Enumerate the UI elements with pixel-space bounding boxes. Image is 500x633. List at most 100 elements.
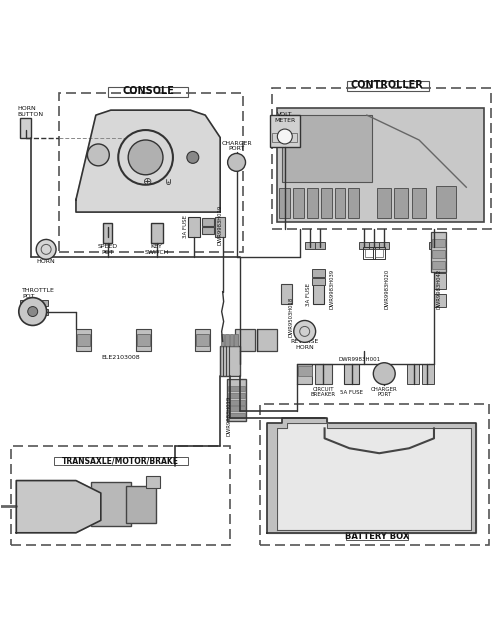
Bar <box>136 334 149 346</box>
Bar <box>272 88 491 230</box>
Bar <box>298 367 312 376</box>
Bar <box>422 364 434 384</box>
Text: HORN: HORN <box>37 260 56 265</box>
Bar <box>314 364 332 384</box>
Bar <box>394 188 408 218</box>
Bar <box>313 284 324 304</box>
Circle shape <box>28 306 38 316</box>
Bar <box>297 364 312 384</box>
Text: VOLT
METER: VOLT METER <box>274 112 295 123</box>
Circle shape <box>36 239 56 260</box>
Bar <box>42 308 48 315</box>
Bar <box>360 242 370 249</box>
Bar <box>304 242 314 249</box>
Polygon shape <box>268 418 476 533</box>
Text: ⊎: ⊎ <box>164 177 172 187</box>
Text: DWR9983H020: DWR9983H020 <box>384 269 389 310</box>
Text: 5A FUSE: 5A FUSE <box>340 389 363 394</box>
Text: TRANSAXLE/MOTOR/BRAKE: TRANSAXLE/MOTOR/BRAKE <box>62 456 179 465</box>
Text: KEY
SWITCH: KEY SWITCH <box>144 244 169 255</box>
Text: DWR9983H019: DWR9983H019 <box>226 396 231 436</box>
Polygon shape <box>278 423 471 530</box>
Bar <box>136 329 150 351</box>
Text: DWR9983H039: DWR9983H039 <box>330 269 334 309</box>
Bar <box>346 533 408 540</box>
Bar <box>20 299 26 306</box>
Circle shape <box>294 320 316 342</box>
Bar <box>432 239 446 248</box>
Bar <box>126 486 156 523</box>
Bar <box>235 329 255 351</box>
Text: THROTTLE
POT: THROTTLE POT <box>22 288 55 299</box>
Circle shape <box>187 151 199 163</box>
Bar <box>366 249 374 258</box>
Bar <box>344 364 360 384</box>
Polygon shape <box>16 480 101 533</box>
Bar <box>12 446 230 545</box>
Circle shape <box>19 298 46 325</box>
Bar <box>312 278 324 285</box>
Bar <box>432 251 446 258</box>
Bar <box>279 188 290 218</box>
Text: DWR9983H001: DWR9983H001 <box>338 357 380 362</box>
Bar <box>42 299 48 306</box>
Bar <box>196 334 209 346</box>
Bar <box>228 399 244 404</box>
Bar <box>220 346 240 376</box>
Bar <box>260 403 488 545</box>
Text: DWR9983H029: DWR9983H029 <box>218 204 222 244</box>
Bar <box>278 108 484 222</box>
Bar <box>312 269 324 277</box>
Bar <box>293 188 304 218</box>
Bar <box>370 242 380 249</box>
Bar <box>272 133 297 142</box>
Bar <box>348 188 360 218</box>
Text: DWR9503H018: DWR9503H018 <box>289 296 294 337</box>
Polygon shape <box>76 110 220 212</box>
Text: SPEED
POT: SPEED POT <box>98 244 118 255</box>
Text: HORN
BUTTON: HORN BUTTON <box>18 106 44 117</box>
Bar <box>228 406 244 411</box>
Bar <box>104 223 112 243</box>
Bar <box>432 232 446 272</box>
Circle shape <box>88 144 110 166</box>
Bar <box>146 475 160 488</box>
Text: CHARGER
PORT: CHARGER PORT <box>222 141 252 151</box>
Circle shape <box>278 129 292 144</box>
Text: 3A FUSE: 3A FUSE <box>306 282 310 306</box>
Bar <box>281 284 292 304</box>
Bar <box>54 457 188 465</box>
Bar <box>202 218 214 225</box>
Bar <box>91 482 130 526</box>
Bar <box>374 247 385 260</box>
Bar <box>406 364 419 384</box>
Text: REVERSE
HORN: REVERSE HORN <box>290 339 319 350</box>
Text: CONSOLE: CONSOLE <box>122 86 174 96</box>
Bar <box>228 392 244 398</box>
Bar <box>228 413 244 418</box>
Text: BATTERY BOX: BATTERY BOX <box>344 532 409 541</box>
Text: CHARGER
PORT: CHARGER PORT <box>371 387 398 398</box>
Bar <box>20 118 31 137</box>
Bar <box>376 249 384 258</box>
Bar <box>234 334 237 346</box>
Text: CIRCUIT
BREAKER: CIRCUIT BREAKER <box>310 387 336 398</box>
Bar <box>334 188 345 218</box>
Circle shape <box>228 153 246 172</box>
Bar <box>150 223 163 243</box>
Bar <box>320 188 332 218</box>
Text: CONTROLLER: CONTROLLER <box>350 80 423 91</box>
Bar <box>77 334 90 346</box>
Bar <box>188 217 200 237</box>
Bar <box>432 261 446 269</box>
Bar <box>225 334 228 346</box>
Bar <box>306 188 318 218</box>
Text: ⊕: ⊕ <box>144 177 153 187</box>
Bar <box>270 115 300 147</box>
Bar <box>412 188 426 218</box>
Bar <box>377 188 390 218</box>
Bar <box>436 185 456 218</box>
Bar <box>196 329 210 351</box>
Text: DWR9983H042: DWR9983H042 <box>436 269 442 310</box>
Text: ELE2103008: ELE2103008 <box>102 354 140 360</box>
